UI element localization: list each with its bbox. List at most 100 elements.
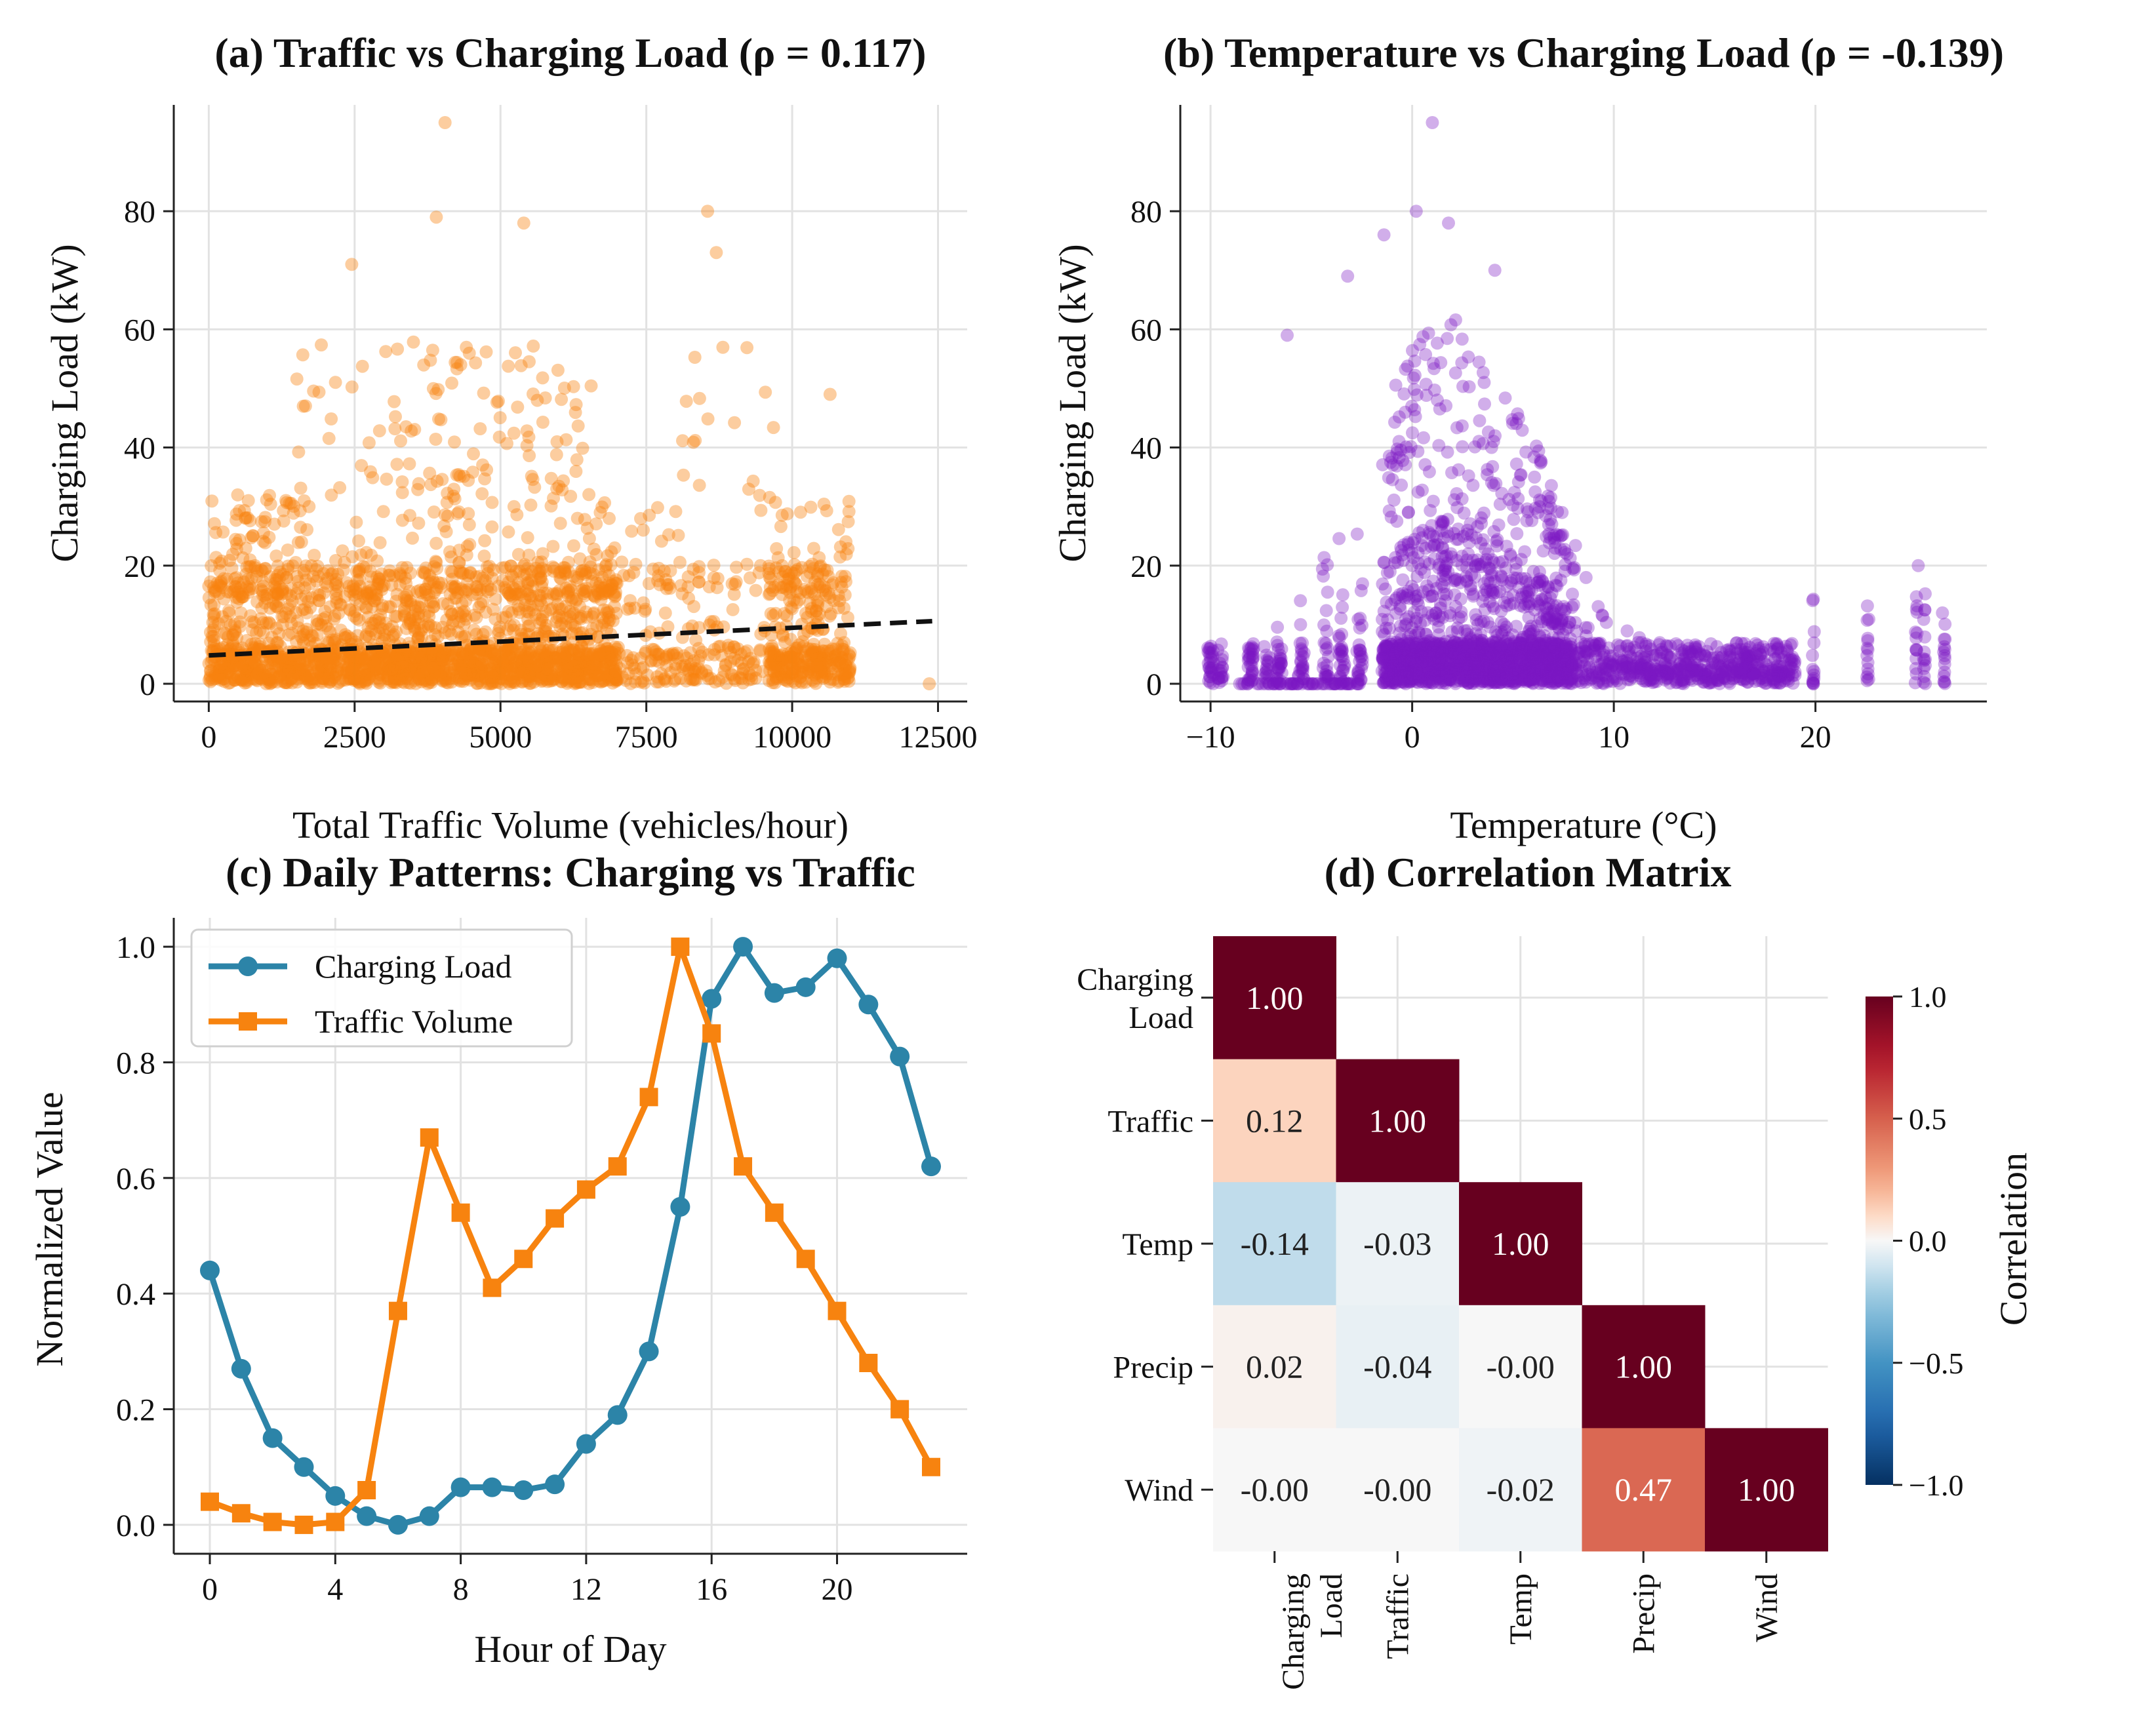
a-point	[833, 594, 847, 608]
b-point	[1435, 661, 1448, 675]
a-point	[443, 643, 456, 657]
a-point	[824, 659, 837, 673]
a-point	[753, 559, 767, 572]
b-point	[1511, 671, 1525, 684]
a-point	[298, 669, 312, 683]
a-point	[518, 599, 532, 612]
a-point	[563, 673, 577, 687]
a-point	[399, 671, 412, 684]
a-point	[376, 655, 389, 669]
a-point	[287, 661, 300, 675]
a-point	[245, 531, 258, 545]
a-point	[510, 660, 524, 674]
a-point	[762, 587, 776, 601]
a-point	[292, 657, 306, 671]
a-point	[815, 670, 829, 684]
a-point	[461, 583, 475, 597]
a-point	[823, 609, 837, 623]
b-point	[1450, 657, 1464, 670]
a-point	[532, 670, 546, 684]
a-point	[414, 601, 428, 614]
a-point	[213, 663, 226, 677]
b-point	[1521, 669, 1534, 682]
b-point	[1241, 675, 1255, 689]
a-point	[352, 534, 365, 548]
a-point	[660, 582, 673, 595]
a-point	[216, 525, 230, 539]
a-point	[513, 665, 527, 679]
a-point	[375, 583, 389, 597]
a-point	[776, 570, 789, 583]
b-point	[1515, 675, 1528, 688]
b-point	[1579, 570, 1593, 584]
a-point	[419, 561, 433, 575]
a-point	[549, 589, 563, 602]
b-point	[1429, 606, 1443, 620]
a-point	[289, 556, 302, 569]
b-point	[1334, 612, 1348, 625]
a-point	[506, 570, 519, 583]
a-point	[460, 540, 474, 553]
a-point	[296, 633, 310, 647]
a-point	[637, 596, 650, 610]
b-point	[1386, 672, 1400, 686]
a-point	[349, 668, 363, 682]
a-point	[842, 666, 856, 680]
a-point	[475, 658, 489, 671]
a-point	[464, 666, 477, 680]
b-point	[1477, 644, 1491, 658]
a-point	[772, 578, 786, 592]
b-point	[1408, 368, 1422, 382]
a-point	[429, 656, 443, 670]
b-point	[1522, 583, 1536, 597]
a-point	[589, 662, 603, 676]
b-point	[1422, 676, 1436, 689]
a-point	[282, 628, 296, 642]
a-point	[426, 595, 440, 609]
a-point	[254, 563, 268, 577]
a-point	[453, 671, 466, 685]
a-point	[624, 654, 638, 667]
a-point	[580, 648, 594, 661]
a-point	[233, 673, 247, 686]
b-point	[1445, 670, 1458, 684]
a-point	[425, 673, 439, 686]
a-point	[273, 572, 286, 585]
a-point	[221, 585, 234, 599]
a-point	[791, 658, 805, 671]
a-point	[839, 547, 853, 561]
a-point	[289, 662, 302, 676]
b-point	[1475, 644, 1488, 658]
a-point	[795, 665, 809, 679]
a-point	[398, 610, 412, 623]
a-point	[460, 576, 474, 590]
b-point	[1774, 670, 1788, 684]
a-point	[420, 653, 433, 667]
a-point	[400, 660, 414, 673]
a-point	[513, 587, 527, 601]
a-point	[295, 663, 309, 677]
a-point	[372, 649, 386, 663]
a-point	[508, 647, 522, 661]
a-point	[812, 645, 826, 659]
a-point	[521, 669, 534, 683]
b-point	[1542, 663, 1556, 677]
a-point	[769, 655, 783, 669]
a-point	[525, 660, 539, 673]
a-point	[429, 654, 443, 667]
a-point	[315, 676, 329, 689]
a-point	[437, 665, 450, 679]
a-point	[812, 665, 826, 679]
b-point	[1333, 643, 1347, 657]
b-point	[1464, 661, 1477, 675]
b-point	[1629, 659, 1643, 673]
a-point	[403, 509, 416, 523]
a-point	[834, 576, 848, 589]
b-point	[1399, 646, 1412, 660]
a-point	[749, 663, 763, 677]
a-point	[432, 576, 446, 589]
a-point	[778, 652, 791, 665]
b-point	[1396, 587, 1409, 600]
a-point	[306, 672, 320, 686]
a-point	[376, 661, 390, 675]
